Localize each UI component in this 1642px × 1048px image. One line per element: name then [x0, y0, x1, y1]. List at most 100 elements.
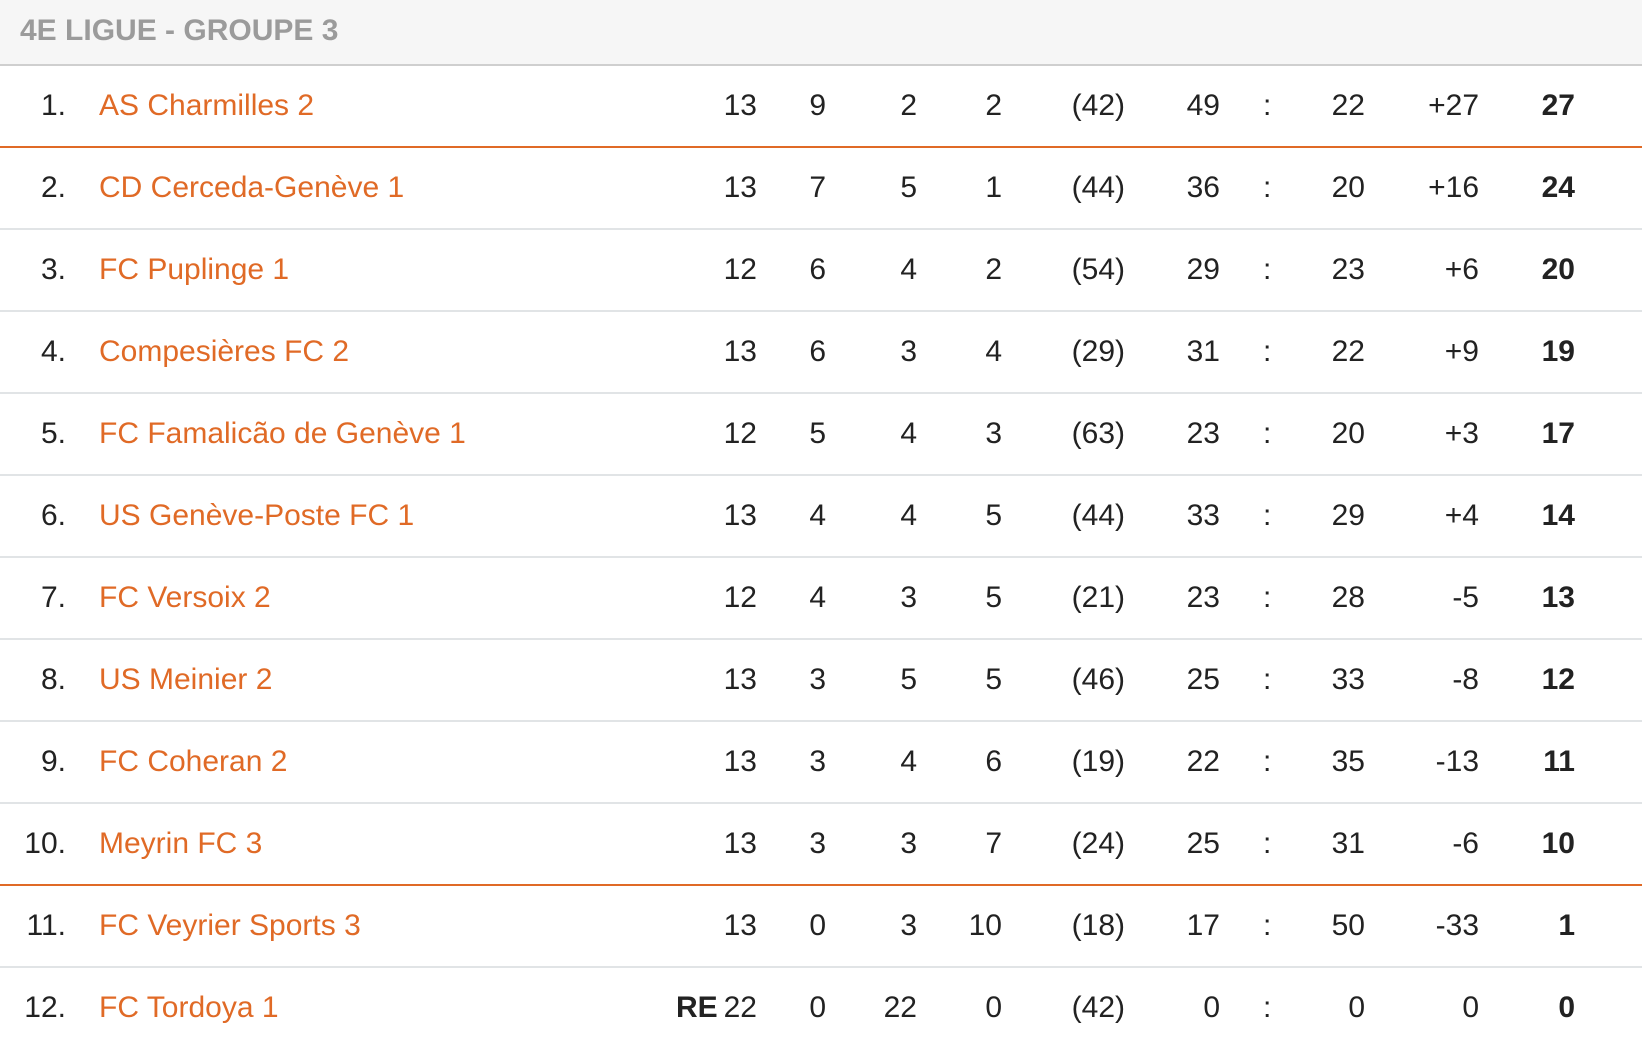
goals-for-cell: 33 [1186, 499, 1220, 532]
fairplay-cell: (21) [1071, 581, 1125, 614]
losses-cell: 5 [985, 581, 1002, 614]
played-value: 13 [723, 499, 757, 532]
draws-cell: 2 [900, 89, 917, 122]
played-cell: 13 [724, 89, 757, 123]
goals-against-cell: 33 [1331, 663, 1365, 696]
team-link[interactable]: FC Versoix 2 [99, 581, 271, 614]
team-link[interactable]: FC Famalicão de Genève 1 [99, 417, 466, 450]
table-row: 1. AS Charmilles 2 13 9 2 2 (42) 49:22 +27 27 [0, 66, 1642, 148]
goals-separator: : [1263, 827, 1272, 860]
goals-separator: : [1263, 991, 1272, 1024]
fairplay-cell: (29) [1071, 335, 1125, 368]
goals-separator: : [1263, 581, 1272, 614]
goals-separator: : [1263, 909, 1272, 942]
points-cell: 19 [1541, 335, 1575, 368]
fairplay-cell: (24) [1071, 827, 1125, 860]
standings-table: 1. AS Charmilles 2 13 9 2 2 (42) 49:22 +27 27 2. CD… [0, 66, 1642, 1048]
points-cell: 20 [1541, 253, 1575, 286]
played-cell: 12 [724, 581, 757, 615]
table-row: 6. US Genève-Poste FC 1 13 4 4 5 (44) 33: 29 +4 14 [0, 476, 1642, 558]
played-value: 13 [723, 171, 757, 204]
goals-against-cell: 31 [1331, 827, 1365, 860]
team-link[interactable]: FC Veyrier Sports 3 [99, 909, 361, 942]
wins-cell: 9 [809, 89, 826, 122]
goals-separator: : [1263, 417, 1272, 450]
points-cell: 10 [1541, 827, 1575, 860]
goals-for-cell: 49 [1186, 89, 1220, 122]
table-row: 3. FC Puplinge 1 12 6 4 2 (54) 29: 23 +6 20 [0, 230, 1642, 312]
points-cell: 14 [1541, 499, 1575, 532]
goals-for-cell: 25 [1186, 827, 1220, 860]
rank-cell: 3. [40, 253, 66, 286]
draws-cell: 4 [900, 499, 917, 532]
losses-cell: 4 [985, 335, 1002, 368]
fairplay-cell: (44) [1071, 499, 1125, 532]
rank-cell: 9. [40, 745, 66, 778]
team-link[interactable]: FC Coheran 2 [99, 745, 288, 778]
rank-cell: 4. [40, 335, 66, 368]
team-link[interactable]: US Genève-Poste FC 1 [99, 499, 415, 532]
points-cell: 0 [1558, 991, 1575, 1024]
draws-cell: 3 [900, 581, 917, 614]
losses-cell: 5 [985, 663, 1002, 696]
goal-diff-cell: +27 [1428, 89, 1479, 122]
team-link[interactable]: AS Charmilles 2 [99, 89, 315, 122]
rank-cell: 12. [24, 991, 66, 1024]
played-value: 13 [723, 89, 757, 122]
team-link[interactable]: CD Cerceda-Genève 1 [99, 171, 405, 204]
wins-cell: 3 [809, 745, 826, 778]
team-link[interactable]: FC Tordoya 1 [99, 991, 279, 1024]
wins-cell: 3 [809, 663, 826, 696]
fairplay-cell: (19) [1071, 745, 1125, 778]
draws-cell: 5 [900, 171, 917, 204]
goals-for-cell: 31 [1186, 335, 1220, 368]
played-value: 13 [723, 827, 757, 860]
played-cell: RE 22 [676, 991, 757, 1025]
points-cell: 13 [1541, 581, 1575, 614]
rank-cell: 6. [40, 499, 66, 532]
goals-against-cell: 22 [1331, 335, 1365, 368]
goals-separator: : [1263, 171, 1272, 204]
goal-diff-cell: -5 [1452, 581, 1479, 614]
played-value: 13 [723, 663, 757, 696]
goals-for-cell: 25 [1186, 663, 1220, 696]
draws-cell: 22 [883, 991, 917, 1024]
fairplay-cell: (63) [1071, 417, 1125, 450]
table-row: 11. FC Veyrier Sports 3 13 0 3 10 (18) 17: 50 -33… [0, 886, 1642, 968]
team-link[interactable]: Compesières FC 2 [99, 335, 350, 368]
losses-cell: 3 [985, 417, 1002, 450]
points-cell: 1 [1558, 909, 1575, 942]
table-row: 9. FC Coheran 2 13 3 4 6 (19) 22: 35 -13 11 [0, 722, 1642, 804]
group-header: 4E LIGUE - GROUPE 3 [0, 0, 1642, 66]
played-value: 12 [723, 581, 757, 614]
goals-against-cell: 0 [1348, 991, 1365, 1024]
fairplay-cell: (44) [1071, 171, 1125, 204]
rank-cell: 1. [40, 89, 66, 122]
wins-cell: 6 [809, 335, 826, 368]
goal-diff-cell: 0 [1462, 991, 1479, 1024]
draws-cell: 4 [900, 745, 917, 778]
wins-cell: 4 [809, 581, 826, 614]
table-row: 5. FC Famalicão de Genève 1 12 5 4 3 (63) 23: 20… [0, 394, 1642, 476]
table-row: 8. US Meinier 2 13 3 5 5 (46) 25: 33 -8 12 [0, 640, 1642, 722]
table-row: 12. FC Tordoya 1 RE 22 0 22 0 (42) 0:0 0 0 [0, 968, 1642, 1048]
goals-against-cell: 20 [1331, 171, 1365, 204]
played-cell: 13 [724, 827, 757, 861]
losses-cell: 2 [985, 89, 1002, 122]
wins-cell: 0 [809, 991, 826, 1024]
goals-separator: : [1263, 89, 1272, 122]
losses-cell: 7 [985, 827, 1002, 860]
fairplay-cell: (42) [1071, 991, 1125, 1024]
goal-diff-cell: +6 [1444, 253, 1479, 286]
goals-for-cell: 23 [1186, 417, 1220, 450]
team-link[interactable]: Meyrin FC 3 [99, 827, 263, 860]
goals-for-cell: 29 [1186, 253, 1220, 286]
team-link[interactable]: FC Puplinge 1 [99, 253, 290, 286]
points-cell: 27 [1541, 89, 1575, 122]
goal-diff-cell: -33 [1435, 909, 1479, 942]
team-link[interactable]: US Meinier 2 [99, 663, 273, 696]
losses-cell: 2 [985, 253, 1002, 286]
goals-separator: : [1263, 253, 1272, 286]
wins-cell: 5 [809, 417, 826, 450]
goal-diff-cell: +16 [1428, 171, 1479, 204]
